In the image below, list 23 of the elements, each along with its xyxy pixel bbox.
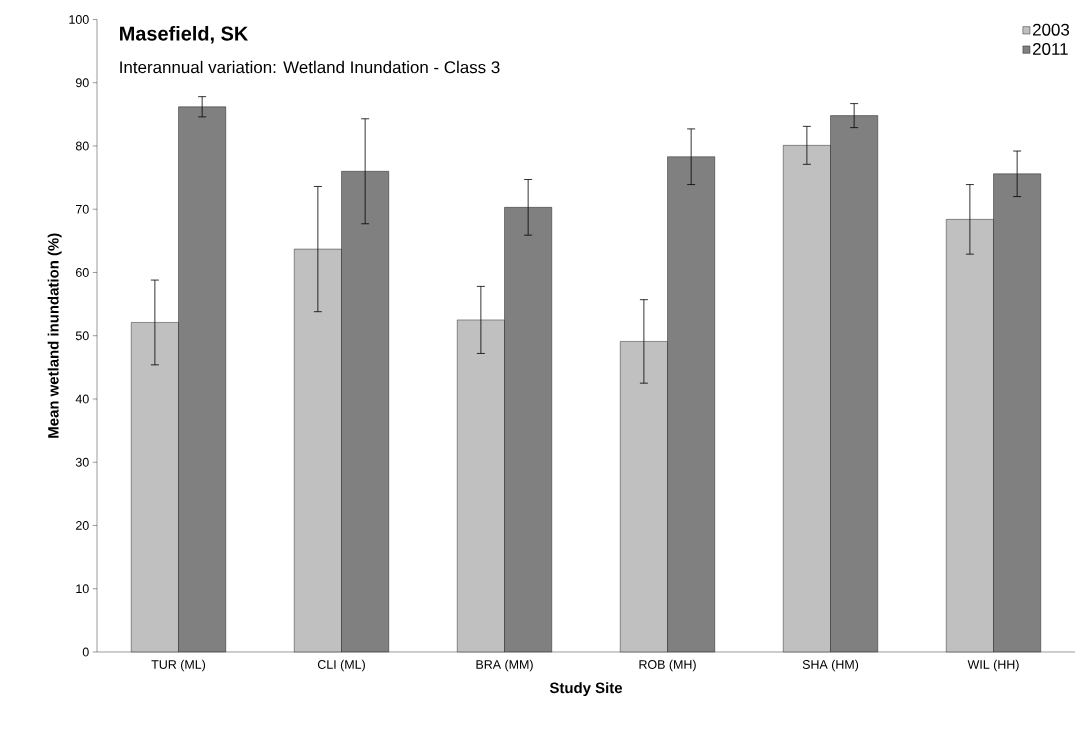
y-tick-label: 80 xyxy=(75,141,89,151)
x-tick-label: CLI (ML) xyxy=(317,659,365,672)
y-tick-label: 60 xyxy=(76,268,89,277)
y-tick-label: 30 xyxy=(75,457,89,467)
y-tick-label: 100 xyxy=(69,15,89,24)
x-tick-label: TUR (ML) xyxy=(151,659,206,672)
legend-label: 2011 xyxy=(1033,42,1068,55)
x-tick-label: ROB (MH) xyxy=(639,659,696,672)
y-tick-label: 40 xyxy=(75,394,89,404)
x-axis-title: Study Site xyxy=(549,682,623,697)
x-tick-label: BRA (MM) xyxy=(476,659,533,672)
y-tick-label: 10 xyxy=(76,584,89,594)
y-tick-label: 20 xyxy=(76,521,89,530)
y-axis-title: Mean wetland inundation (%) xyxy=(47,233,62,438)
y-tick-label: 0 xyxy=(82,647,89,657)
y-tick-label: 70 xyxy=(76,204,89,214)
chart-title: Masefield, SK xyxy=(120,26,249,44)
y-tick-label: 50 xyxy=(75,331,89,341)
text: Interannual variation: Wetland Inundation - Class 3 xyxy=(120,60,500,74)
x-tick-label: SHA (HM) xyxy=(802,659,859,672)
x-tick-label: WIL (HH) xyxy=(967,659,1019,672)
y-tick-label: 90 xyxy=(75,78,89,88)
legend-label: 2003 xyxy=(1033,23,1070,36)
